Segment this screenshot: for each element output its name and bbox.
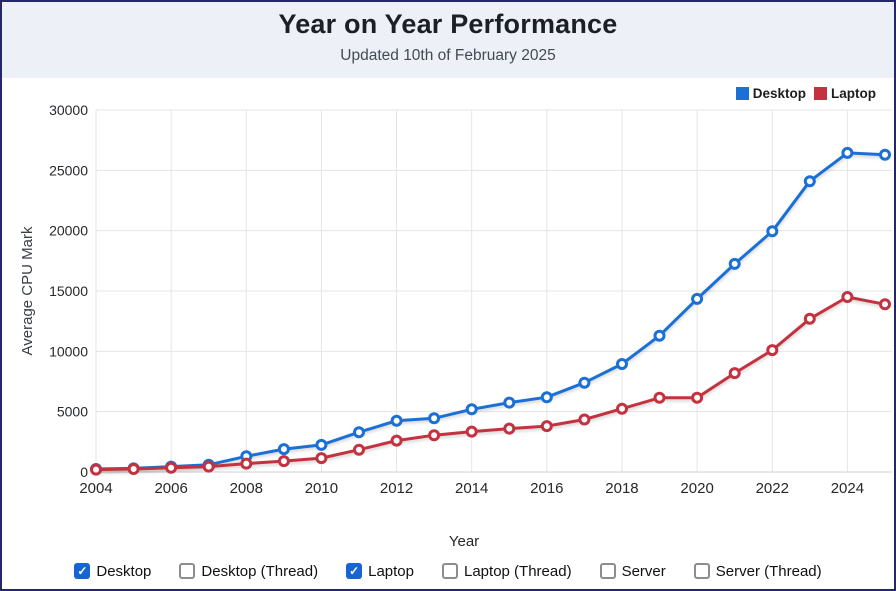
x-tick-label: 2008 <box>230 480 263 497</box>
y-tick-label: 0 <box>80 464 88 480</box>
legend-swatch-icon <box>735 87 749 100</box>
data-point-desktop-2017[interactable] <box>578 376 591 389</box>
checked-checkbox-icon[interactable]: ✓ <box>74 563 91 579</box>
x-tick-label: 2010 <box>305 480 338 497</box>
header: Year on Year Performance Updated 10th of… <box>2 2 894 78</box>
data-point-laptop-2020[interactable] <box>691 391 704 404</box>
checkbox-server[interactable]: Server <box>599 562 666 580</box>
data-point-laptop-2015[interactable] <box>503 422 516 435</box>
checkbox-label: Desktop <box>96 562 152 580</box>
y-tick-label: 5000 <box>57 404 88 420</box>
series-toggles: ✓ Desktop Desktop (Thread) ✓ Laptop Laptop (T… <box>2 553 894 589</box>
checkbox-laptop[interactable]: ✓ Laptop <box>346 563 414 580</box>
checked-checkbox-icon[interactable]: ✓ <box>346 563 363 579</box>
legend-label: Desktop <box>752 86 806 101</box>
data-point-laptop-2006[interactable] <box>165 461 178 474</box>
y-axis-title: Average CPU Mark <box>19 226 36 355</box>
x-tick-label: 2012 <box>380 480 413 497</box>
data-point-laptop-2018[interactable] <box>616 402 628 415</box>
series-line-desktop <box>94 151 887 471</box>
x-tick-label: 2014 <box>455 480 488 497</box>
data-point-laptop-2019[interactable] <box>653 391 666 404</box>
checkbox-label: Server (Thread) <box>715 562 822 580</box>
x-tick-label: 2024 <box>831 480 864 497</box>
unchecked-checkbox-icon[interactable] <box>599 563 616 579</box>
x-tick-label: 2022 <box>756 480 789 497</box>
checkbox-label: Laptop <box>368 562 414 580</box>
y-tick-label: 25000 <box>49 162 88 178</box>
legend-swatch-icon <box>814 87 827 100</box>
data-point-laptop-2023[interactable] <box>803 312 816 325</box>
legend-label: Laptop <box>831 86 876 101</box>
data-point-desktop-2016[interactable] <box>540 391 553 404</box>
checkbox-label: Laptop (Thread) <box>464 562 572 580</box>
data-point-laptop-2004[interactable] <box>90 463 102 476</box>
data-point-desktop-2010[interactable] <box>315 438 328 451</box>
data-point-laptop-2011[interactable] <box>353 443 365 456</box>
data-point-laptop-2024[interactable] <box>841 291 854 303</box>
y-tick-label: 20000 <box>49 223 88 239</box>
data-point-laptop-2016[interactable] <box>540 420 553 433</box>
data-point-desktop-2013[interactable] <box>428 412 441 425</box>
data-point-desktop-2014[interactable] <box>465 403 478 416</box>
page-title: Year on Year Performance <box>278 9 618 39</box>
x-tick-label: 2018 <box>605 480 638 497</box>
data-point-laptop-2022[interactable] <box>766 344 779 357</box>
legend-item-laptop[interactable]: Laptop <box>814 86 876 101</box>
checkbox-desktop[interactable]: ✓ Desktop <box>74 563 151 580</box>
chart-area: Desktop Laptop 2004 2006 2008 2010 2012 2014 20… <box>2 78 894 553</box>
data-point-laptop-2010[interactable] <box>315 452 328 465</box>
data-point-laptop-2005[interactable] <box>127 463 140 475</box>
data-point-desktop-2009[interactable] <box>277 443 290 456</box>
series-line-laptop <box>94 295 887 472</box>
data-point-desktop-2023[interactable] <box>803 175 816 188</box>
data-point-laptop-2021[interactable] <box>728 367 741 380</box>
data-point-laptop-2008[interactable] <box>240 457 253 470</box>
x-tick-label: 2020 <box>680 480 713 497</box>
data-point-desktop-2020[interactable] <box>691 292 704 305</box>
unchecked-checkbox-icon[interactable] <box>693 563 710 579</box>
checkbox-desktop-thread[interactable]: Desktop (Thread) <box>179 563 318 580</box>
checkbox-laptop-thread[interactable]: Laptop (Thread) <box>442 563 572 580</box>
x-axis-title: Year <box>449 533 479 550</box>
data-point-laptop-2014[interactable] <box>465 425 478 438</box>
data-point-laptop-2009[interactable] <box>277 455 290 468</box>
page-subtitle: Updated 10th of February 2025 <box>340 47 556 64</box>
legend-item-desktop[interactable]: Desktop <box>735 86 806 101</box>
data-point-desktop-2025[interactable] <box>879 148 891 161</box>
y-tick-label: 10000 <box>49 343 88 359</box>
unchecked-checkbox-icon[interactable] <box>179 563 196 579</box>
x-tick-label: 2006 <box>154 480 187 497</box>
chart-legend: Desktop Laptop <box>735 86 876 101</box>
data-point-laptop-2007[interactable] <box>202 460 215 473</box>
data-point-desktop-2015[interactable] <box>503 396 516 409</box>
performance-line-chart: 2004 2006 2008 2010 2012 2014 2016 2018 2020 2022… <box>19 102 892 550</box>
checkbox-server-thread[interactable]: Server (Thread) <box>693 562 822 580</box>
data-point-desktop-2024[interactable] <box>841 146 854 159</box>
data-point-desktop-2022[interactable] <box>766 225 779 238</box>
data-point-laptop-2012[interactable] <box>390 434 403 447</box>
data-point-laptop-2017[interactable] <box>578 413 591 426</box>
data-point-desktop-2012[interactable] <box>390 414 403 427</box>
data-point-desktop-2018[interactable] <box>616 358 628 370</box>
data-point-laptop-2025[interactable] <box>879 298 891 311</box>
data-point-desktop-2011[interactable] <box>353 426 365 439</box>
checkbox-label: Server <box>621 562 666 580</box>
data-point-desktop-2019[interactable] <box>653 329 666 342</box>
data-point-desktop-2021[interactable] <box>728 257 741 270</box>
data-point-laptop-2013[interactable] <box>428 429 441 442</box>
x-tick-label: 2016 <box>530 480 563 497</box>
x-tick-label: 2004 <box>79 480 112 497</box>
y-tick-label: 30000 <box>49 102 88 118</box>
unchecked-checkbox-icon[interactable] <box>442 563 458 579</box>
checkbox-label: Desktop (Thread) <box>201 562 319 580</box>
y-tick-label: 15000 <box>49 283 88 299</box>
